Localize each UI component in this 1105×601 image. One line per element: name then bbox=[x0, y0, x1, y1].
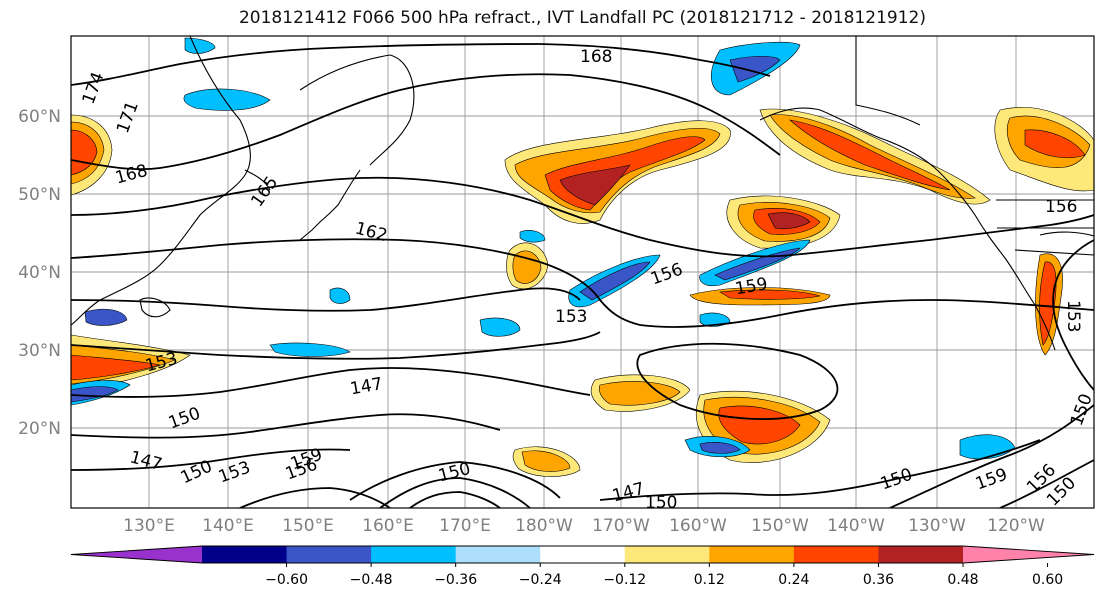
colorbar-tick-label: 0.12 bbox=[694, 572, 725, 588]
colorbar-tick-label: −0.24 bbox=[519, 572, 562, 588]
colorbar-swatch bbox=[540, 546, 626, 563]
lat-label: 30°N bbox=[18, 341, 61, 361]
colorbar-tick-label: −0.48 bbox=[350, 572, 393, 588]
lon-label: 170°W bbox=[592, 516, 650, 536]
lon-label: 120°W bbox=[987, 516, 1045, 536]
shaded-anomalies bbox=[71, 37, 1094, 477]
lon-label: 140°W bbox=[827, 516, 885, 536]
contour-label: 150 bbox=[645, 493, 677, 513]
lon-label: 140°E bbox=[202, 516, 254, 536]
colorbar-swatch bbox=[793, 546, 879, 563]
lon-label: 150°E bbox=[282, 516, 334, 536]
colorbar-tick-label: 0.36 bbox=[863, 572, 894, 588]
grid-lines bbox=[71, 36, 1094, 508]
colorbar-outline bbox=[70, 545, 1095, 564]
colorbar-swatch bbox=[371, 546, 457, 563]
colorbar-swatch bbox=[202, 546, 288, 563]
colorbar-swatch bbox=[455, 546, 541, 563]
lon-label: 130°W bbox=[908, 516, 966, 536]
lon-label: 180°W bbox=[515, 516, 573, 536]
colorbar-swatch bbox=[709, 546, 795, 563]
lat-label: 20°N bbox=[18, 419, 61, 439]
figure-title: 2018121412 F066 500 hPa refract., IVT La… bbox=[238, 8, 926, 28]
colorbar-tick-label: 0.60 bbox=[1032, 572, 1063, 588]
colorbar-extend-high bbox=[963, 546, 1094, 563]
colorbar-tick-label: 0.24 bbox=[778, 572, 809, 588]
colorbar-swatch bbox=[878, 546, 964, 563]
colorbar-swatch bbox=[624, 546, 710, 563]
lon-label: 130°E bbox=[123, 516, 175, 536]
latitude-labels: 60°N 50°N 40°N 30°N 20°N bbox=[18, 107, 61, 439]
lat-label: 60°N bbox=[18, 107, 61, 127]
map-frame bbox=[70, 35, 1095, 509]
colorbar-tick-label: 0.48 bbox=[947, 572, 978, 588]
contour-label: 153 bbox=[1063, 300, 1083, 332]
lon-label: 170°E bbox=[439, 516, 491, 536]
longitude-labels: 130°E 140°E 150°E 160°E 170°E 180°W 170°… bbox=[123, 516, 1045, 536]
contour-label: 153 bbox=[555, 307, 587, 327]
lon-label: 160°W bbox=[669, 516, 727, 536]
lon-label: 150°W bbox=[751, 516, 809, 536]
lat-label: 40°N bbox=[18, 263, 61, 283]
contour-label: 156 bbox=[1045, 197, 1077, 217]
lon-label: 160°E bbox=[362, 516, 414, 536]
contour-label: 168 bbox=[580, 47, 612, 67]
colorbar-tick-label: −0.36 bbox=[434, 572, 477, 588]
colorbar: −0.60 −0.48 −0.36 −0.24 −0.12 0.12 0.24 0.36 0.4… bbox=[70, 545, 1095, 588]
colorbar-tick-label: −0.12 bbox=[603, 572, 646, 588]
colorbar-swatch bbox=[286, 546, 372, 563]
lat-label: 50°N bbox=[18, 185, 61, 205]
colorbar-tick-label: −0.60 bbox=[265, 572, 308, 588]
colorbar-extend-low bbox=[71, 546, 202, 563]
contour-lines bbox=[71, 43, 1094, 508]
